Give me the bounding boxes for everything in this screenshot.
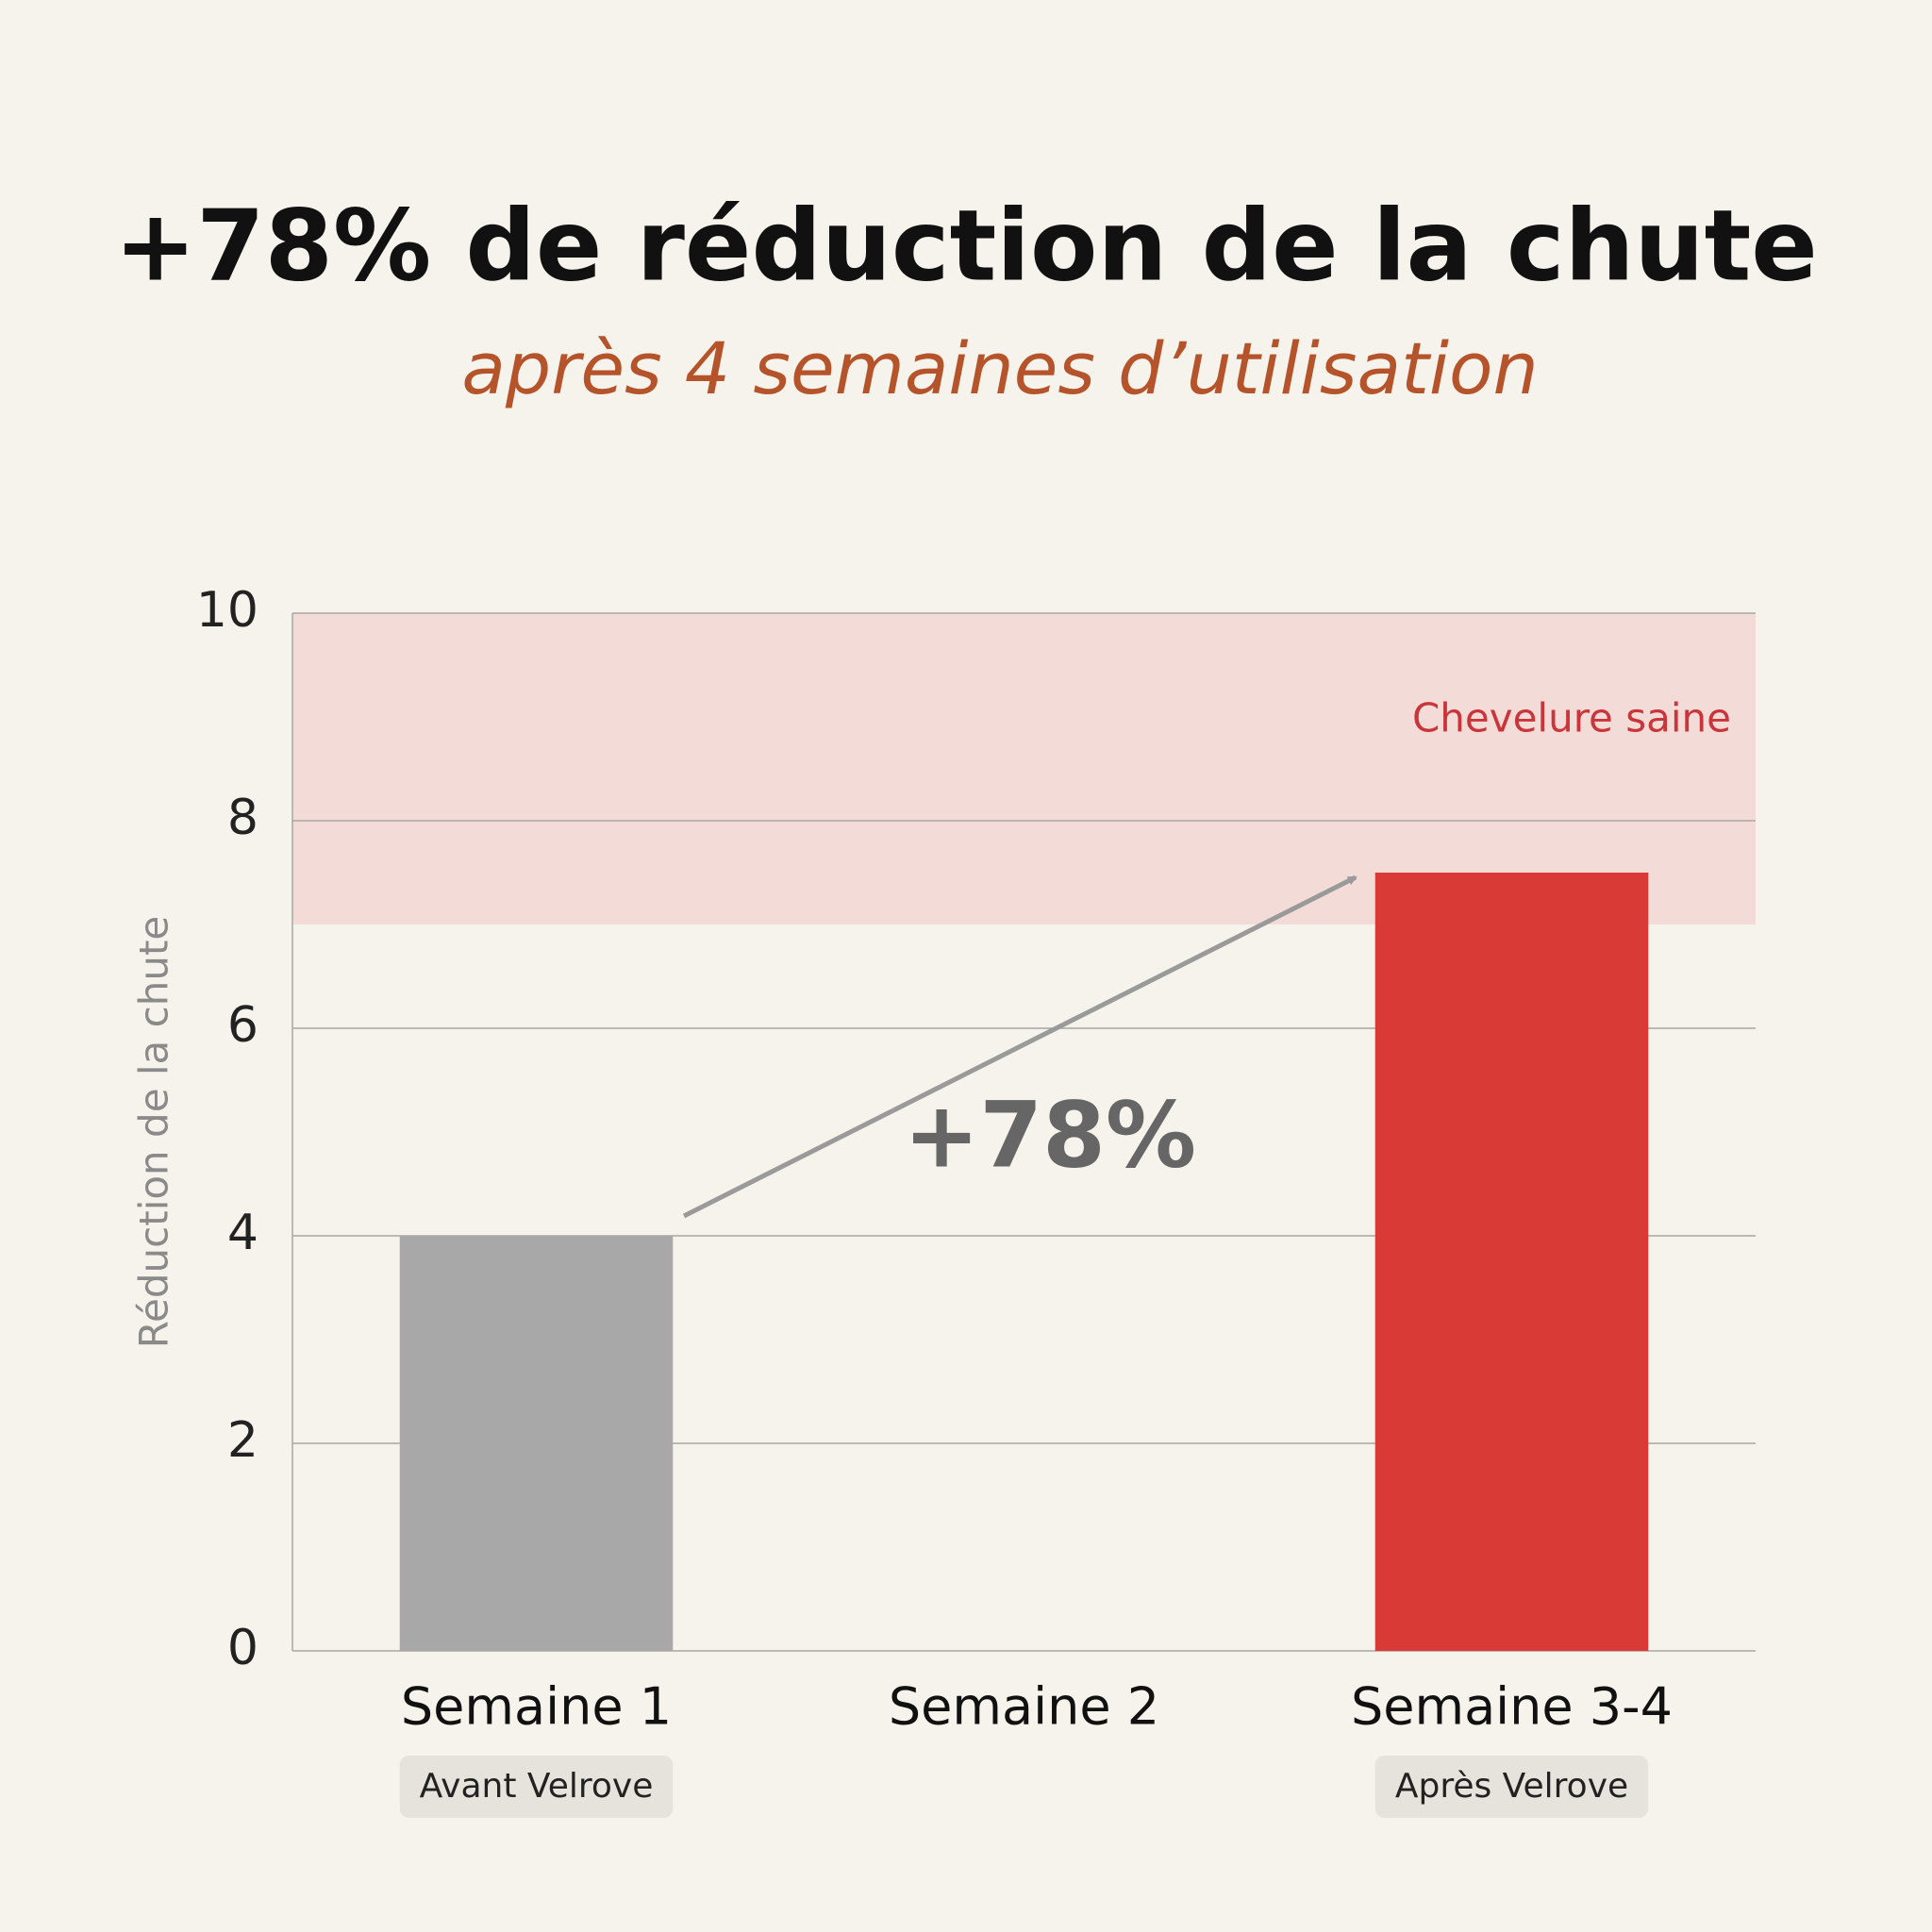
x-tick-label: Semaine 1	[401, 1677, 672, 1737]
chart-title: +78% de réduction de la chute	[114, 188, 1818, 303]
chart-subtitle: après 4 semaines d’utilisation	[461, 326, 1538, 410]
y-tick-label: 0	[227, 1620, 258, 1676]
y-tick-label: 4	[227, 1205, 258, 1261]
band-label: Chevelure saine	[1412, 695, 1731, 741]
y-axis-label: Réduction de la chute	[131, 916, 177, 1349]
x-tick-label: Semaine 2	[889, 1677, 1159, 1737]
trend-arrow	[682, 874, 1357, 1219]
x-tick-label: Semaine 3-4	[1351, 1677, 1673, 1737]
bar	[399, 1236, 674, 1651]
note-pill	[399, 1756, 674, 1818]
y-tick-label: 2	[227, 1412, 258, 1469]
y-tick-label: 10	[196, 582, 258, 639]
y-tick-label: 8	[227, 790, 258, 846]
category-note: Après Velrove	[1395, 1767, 1628, 1806]
bar	[1374, 873, 1649, 1651]
annotation: +78%	[904, 1082, 1196, 1188]
category-note: Avant Velrove	[420, 1767, 654, 1806]
y-tick-label: 6	[227, 997, 258, 1054]
note-pill	[1374, 1756, 1649, 1818]
